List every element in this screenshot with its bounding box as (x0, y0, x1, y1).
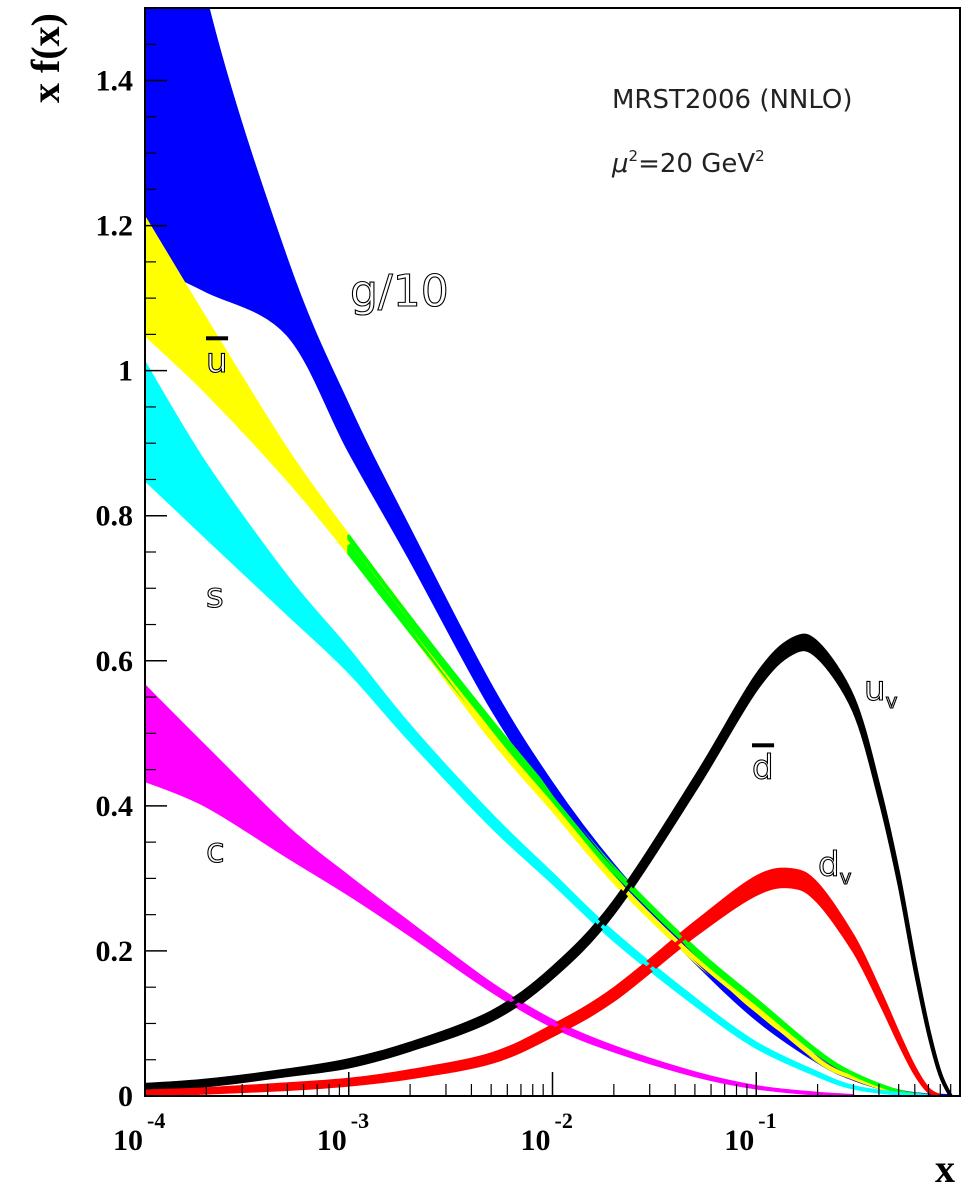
x-tick-label-base: 10 (113, 1124, 143, 1157)
x-tick-label-exponent: -2 (555, 1108, 573, 1133)
curve-uv (145, 640, 953, 1096)
y-tick-label: 0.6 (96, 645, 134, 678)
curve-ubar (145, 275, 929, 1096)
curve-dv (145, 875, 942, 1096)
x-tick-label-exponent: -1 (758, 1108, 776, 1133)
y-tick-label: 0.8 (96, 500, 134, 533)
label-g10: g/10 (350, 266, 449, 317)
curve-s (145, 420, 929, 1096)
y-tick-label: 0.2 (96, 935, 134, 968)
x-tick-label-base: 10 (317, 1124, 347, 1157)
x-tick-label-base: 10 (724, 1124, 754, 1157)
label-uv: uv (864, 669, 898, 713)
annotation-scale: μ2=20 GeV2 (611, 147, 765, 179)
label-c: c (206, 831, 225, 871)
curve-labels: g/10 u d s c uv dv (205, 265, 898, 889)
annotation-mu: μ (611, 149, 629, 179)
x-tick-label-exponent: -3 (351, 1108, 369, 1133)
label-ubar: u (206, 341, 228, 381)
label-s: s (206, 576, 224, 616)
y-axis-title: x f(x) (23, 13, 68, 103)
label-dbar: d (752, 748, 774, 788)
uncertainty-bands (145, 8, 953, 1096)
band-dbar (347, 534, 930, 1096)
x-tick-label-base: 10 (521, 1124, 551, 1157)
y-tick-label: 1.2 (96, 210, 134, 243)
x-axis-title: x (935, 1146, 955, 1191)
axis-tick-labels: 00.20.40.60.811.21.410-410-310-210-1 (96, 65, 777, 1157)
y-tick-label: 1 (118, 355, 133, 388)
annotation-gev-sup: 2 (755, 147, 765, 165)
annotation-mu-sup: 2 (629, 147, 639, 165)
curve-dbar (347, 543, 929, 1096)
y-tick-label: 1.4 (96, 65, 134, 98)
annotation-pdf-set: MRST2006 (NNLO) (612, 85, 853, 115)
y-tick-label: 0 (118, 1080, 133, 1113)
band-ubar (145, 216, 930, 1096)
x-tick-label-exponent: -4 (147, 1108, 165, 1133)
label-ubar-bar (206, 336, 229, 341)
label-dbar-bar (752, 743, 775, 748)
annotation-eq: =20 GeV (638, 149, 755, 179)
label-dv: dv (818, 845, 852, 889)
axis-ticks (144, 43, 952, 1097)
y-tick-label: 0.4 (96, 790, 134, 823)
